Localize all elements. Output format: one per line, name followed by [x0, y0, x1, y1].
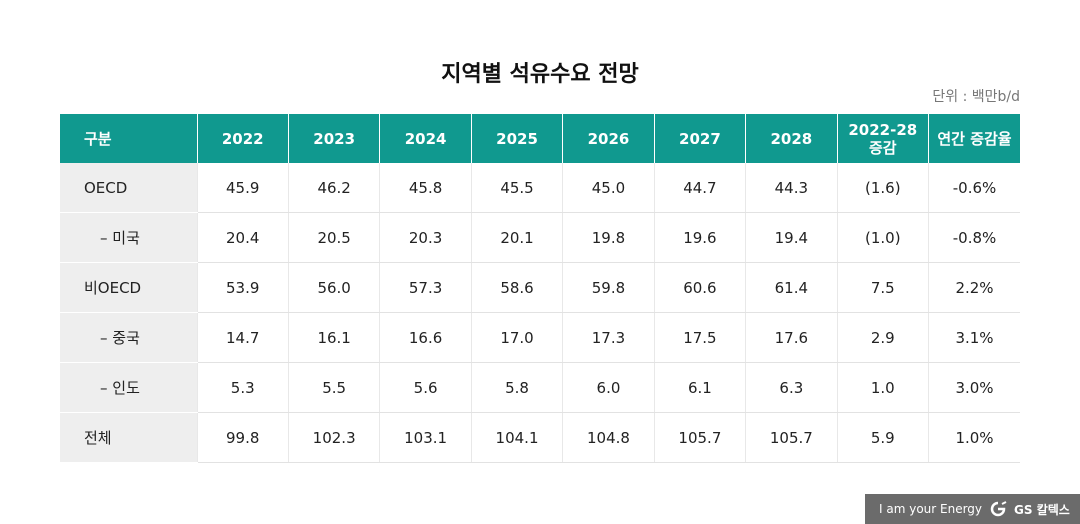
cell: 104.1	[470, 412, 563, 463]
cell: 53.9	[196, 262, 289, 313]
cell: 6.0	[562, 362, 655, 413]
header-cell: 2026	[562, 114, 655, 163]
cell: 14.7	[196, 312, 289, 363]
brand: GS 칼텍스	[1014, 502, 1070, 517]
cell: 20.4	[196, 212, 289, 263]
cell: 61.4	[745, 262, 838, 313]
cell: (1.0)	[836, 212, 929, 263]
cell: 5.3	[196, 362, 289, 413]
cell: 60.6	[653, 262, 746, 313]
table-row: – 미국 20.4 20.5 20.3 20.1 19.8 19.6 19.4 (1.0) -0.…	[60, 212, 1020, 263]
cell: 58.6	[470, 262, 563, 313]
cell: 99.8	[196, 412, 289, 463]
slogan: I am your Energy	[879, 502, 983, 516]
cell: 56.0	[287, 262, 380, 313]
cell: (1.6)	[836, 163, 929, 213]
header-cell: 2022-28 증감	[836, 114, 929, 163]
cell: -0.8%	[928, 212, 1020, 263]
table-row: 비OECD 53.9 56.0 57.3 58.6 59.8 60.6 61.4 7.5 2.2%	[60, 262, 1020, 313]
cell: 17.0	[470, 312, 563, 363]
header-cell: 2028	[745, 114, 838, 163]
cell: 3.1%	[928, 312, 1020, 363]
cell: 16.6	[379, 312, 472, 363]
cell: 20.5	[287, 212, 380, 263]
data-table: 구분 2022 2023 2024 2025 2026 2027 2028 2022-28 증감…	[60, 114, 1020, 463]
cell: 44.7	[653, 163, 746, 213]
cell: 44.3	[745, 163, 838, 213]
cell: 20.3	[379, 212, 472, 263]
cell: 45.9	[196, 163, 289, 213]
header-cell: 2023	[287, 114, 380, 163]
header-cell: 2024	[379, 114, 472, 163]
cell: 105.7	[653, 412, 746, 463]
title: 지역별 석유수요 전망	[441, 62, 639, 87]
cell: 2.9	[836, 312, 929, 363]
cell: 19.6	[653, 212, 746, 263]
row-label: OECD	[60, 163, 197, 213]
row-label: – 인도	[60, 362, 197, 413]
cell: 45.0	[562, 163, 655, 213]
cell: 7.5	[836, 262, 929, 313]
cell: 45.5	[470, 163, 563, 213]
row-label: 비OECD	[60, 262, 197, 313]
unit-note: 단위 : 백만b/d	[932, 89, 1020, 105]
cell: 17.3	[562, 312, 655, 363]
logo-icon	[990, 501, 1007, 517]
cell: 16.1	[287, 312, 380, 363]
table-row: – 인도 5.3 5.5 5.6 5.8 6.0 6.1 6.3 1.0 3.0%	[60, 362, 1020, 413]
cell: 105.7	[745, 412, 838, 463]
cell: 17.5	[653, 312, 746, 363]
table-row: – 중국 14.7 16.1 16.6 17.0 17.3 17.5 17.6 2.9 3.1%	[60, 312, 1020, 363]
header-cell: 2022	[196, 114, 289, 163]
cell: 46.2	[287, 163, 380, 213]
cell: 19.8	[562, 212, 655, 263]
cell: 6.3	[745, 362, 838, 413]
footer-logo: I am your Energy GS 칼텍스	[865, 494, 1080, 524]
cell: 5.8	[470, 362, 563, 413]
table-row: 전체 99.8 102.3 103.1 104.1 104.8 105.7 105.7 5.9 1…	[60, 412, 1020, 463]
row-label: 전체	[60, 412, 197, 463]
cell: 19.4	[745, 212, 838, 263]
table-row: OECD 45.9 46.2 45.8 45.5 45.0 44.7 44.3 (1.6) -0.…	[60, 163, 1020, 213]
cell: 59.8	[562, 262, 655, 313]
cell: 3.0%	[928, 362, 1020, 413]
cell: 103.1	[379, 412, 472, 463]
header-cell: 구분	[60, 114, 197, 163]
cell: 104.8	[562, 412, 655, 463]
cell: 45.8	[379, 163, 472, 213]
cell: 5.5	[287, 362, 380, 413]
cell: 6.1	[653, 362, 746, 413]
cell: 1.0	[836, 362, 929, 413]
cell: -0.6%	[928, 163, 1020, 213]
cell: 1.0%	[928, 412, 1020, 463]
header-cell: 2025	[470, 114, 563, 163]
cell: 5.9	[836, 412, 929, 463]
cell: 2.2%	[928, 262, 1020, 313]
table-body: OECD 45.9 46.2 45.8 45.5 45.0 44.7 44.3 (1.6) -0.…	[60, 163, 1020, 463]
cell: 20.1	[470, 212, 563, 263]
cell: 102.3	[287, 412, 380, 463]
row-label: – 미국	[60, 212, 197, 263]
cell: 17.6	[745, 312, 838, 363]
cell: 57.3	[379, 262, 472, 313]
header-cell: 2027	[653, 114, 746, 163]
header-cell: 연간 증감율	[928, 114, 1020, 163]
cell: 5.6	[379, 362, 472, 413]
row-label: – 중국	[60, 312, 197, 363]
header-row: 구분 2022 2023 2024 2025 2026 2027 2028 2022-28 증감…	[60, 114, 1020, 163]
